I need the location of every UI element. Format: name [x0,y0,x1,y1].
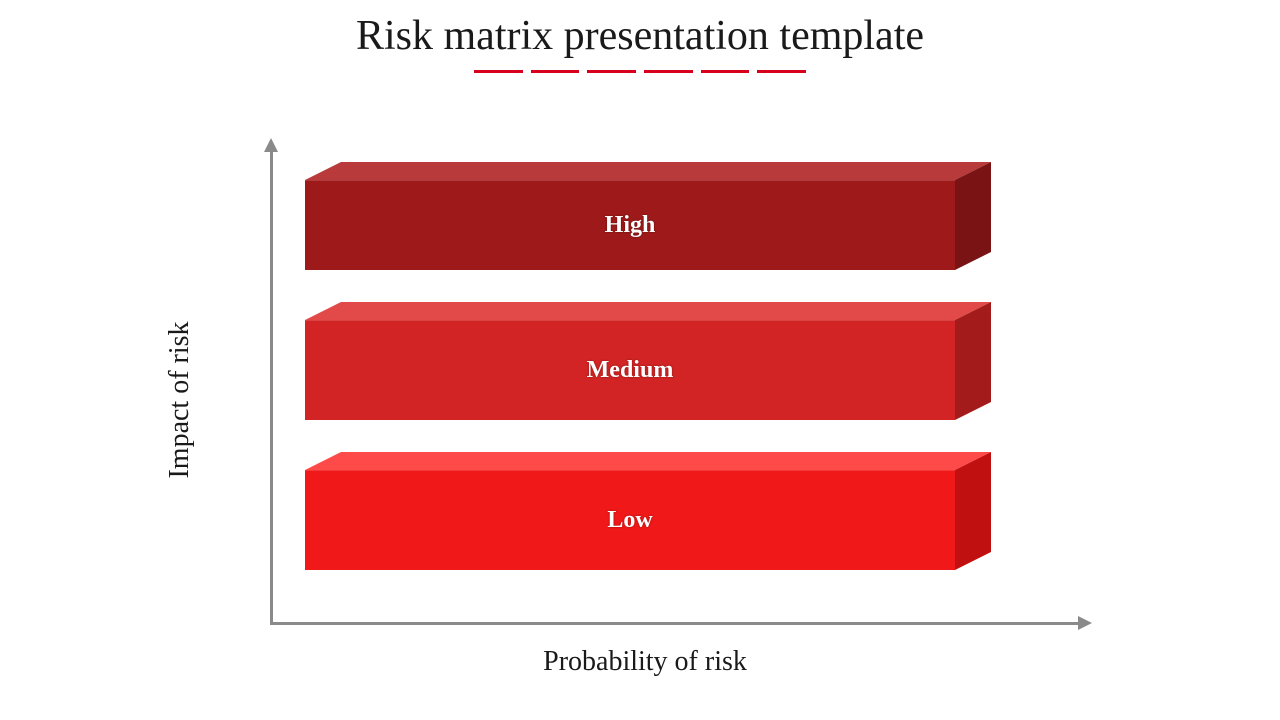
bar-front-face: Medium [305,320,955,420]
slide-title: Risk matrix presentation template [0,12,1280,60]
bar-side-face [955,452,991,570]
x-axis-label: Probability of risk [543,646,747,678]
bar-front-face: Low [305,470,955,570]
risk-bar-high: High [305,180,991,288]
y-axis [270,150,273,625]
risk-chart: Impact of risk Probability of risk HighM… [210,150,1080,650]
bar-top-face [305,302,991,320]
bar-top-face [305,452,991,470]
bar-label: Low [607,507,652,534]
risk-bar-medium: Medium [305,320,991,438]
slide: Risk matrix presentation template Impact… [0,0,1280,720]
risk-bar-low: Low [305,470,991,588]
bar-top-face [305,162,991,180]
y-axis-label: Impact of risk [164,321,196,478]
title-underline [470,70,810,74]
bar-side-face [955,162,991,270]
bar-side-face [955,302,991,420]
x-axis [270,622,1080,625]
bar-label: Medium [587,357,674,384]
bar-front-face: High [305,180,955,270]
bar-label: High [605,212,656,239]
